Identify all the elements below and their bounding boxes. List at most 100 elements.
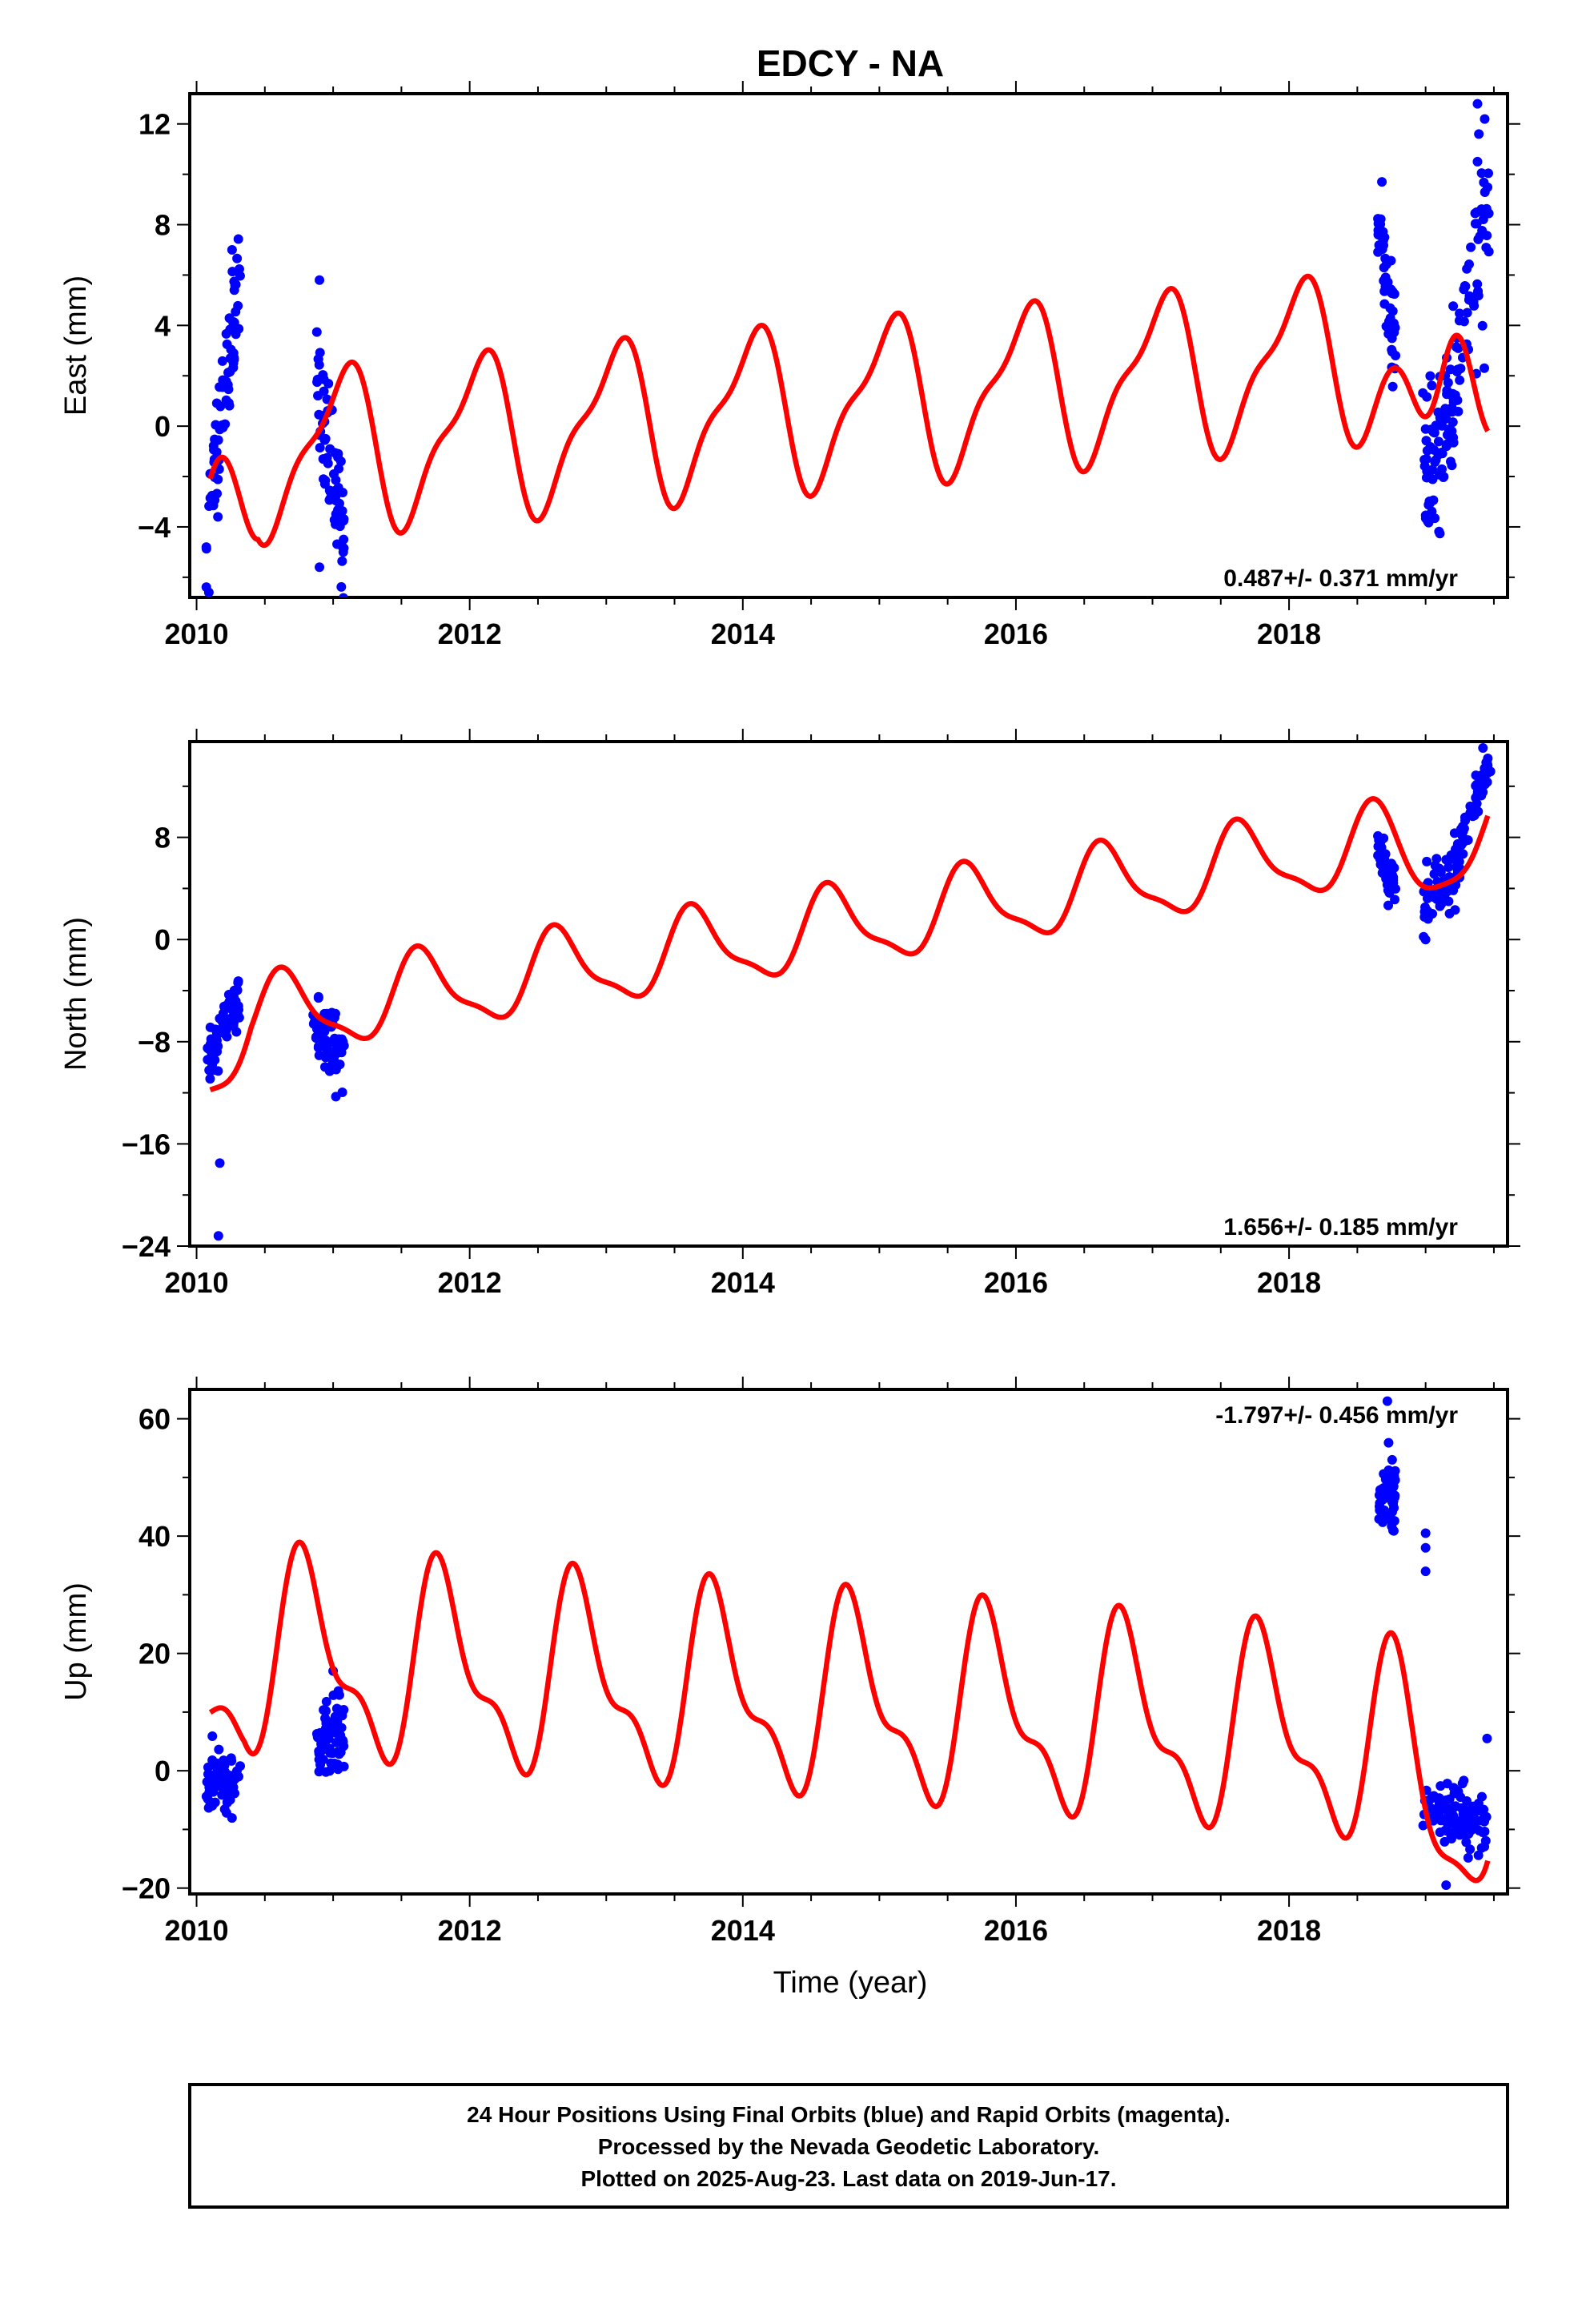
east-data-point (213, 512, 223, 522)
north-data-point (330, 1033, 340, 1043)
up-data-point (339, 1741, 349, 1751)
north-data-point (1390, 895, 1400, 905)
east-data-point (1442, 389, 1452, 400)
east-data-point (1434, 469, 1444, 480)
up-data-point (318, 1745, 328, 1755)
up-data-point (1420, 1542, 1431, 1553)
east-data-point (224, 400, 235, 411)
north-x-tick-label: 2018 (1257, 1266, 1321, 1299)
east-data-point (1387, 328, 1398, 339)
up-data-point (222, 1798, 232, 1808)
up-data-point (1448, 1783, 1459, 1793)
up-x-tick-label: 2010 (164, 1914, 228, 1947)
up-data-point (1480, 1835, 1491, 1846)
up-data-point (1457, 1779, 1468, 1789)
east-data-point (229, 355, 239, 365)
east-y-tick-label: −4 (138, 511, 171, 544)
east-data-point (1480, 363, 1490, 373)
east-model-curve (207, 273, 1491, 549)
north-data-point (234, 1004, 244, 1015)
north-data-point (331, 1092, 341, 1102)
east-data-point (1447, 417, 1458, 428)
up-data-point (1476, 1805, 1486, 1815)
up-data-point (1476, 1791, 1487, 1802)
east-data-point (313, 354, 323, 364)
east-y-tick-label: 8 (155, 209, 171, 242)
up-data-point (1418, 1820, 1428, 1831)
east-data-point (203, 587, 214, 597)
up-data-point (203, 1762, 213, 1772)
east-data-point (1454, 316, 1464, 326)
up-data-point (1382, 1396, 1392, 1406)
east-data-point (1484, 247, 1494, 257)
up-data-point (214, 1744, 224, 1755)
north-data-point (213, 1041, 223, 1051)
east-data-point (211, 398, 222, 408)
up-data-point (207, 1731, 218, 1742)
up-data-point (1375, 1502, 1385, 1512)
up-data-point (1375, 1489, 1385, 1499)
east-data-point (1475, 231, 1485, 242)
east-data-point (319, 386, 329, 396)
up-data-point (207, 1755, 218, 1766)
north-data-point (1444, 908, 1455, 919)
up-y-axis-label: Up (mm) (59, 1582, 93, 1701)
up-data-point (1473, 1815, 1484, 1826)
north-data-point (231, 1027, 242, 1037)
north-data-point (1375, 836, 1386, 846)
north-data-point (215, 1158, 225, 1168)
north-data-point (1480, 771, 1490, 782)
up-y-tick-label: 40 (139, 1520, 171, 1553)
footer-line-3: Plotted on 2025-Aug-23. Last data on 201… (580, 2166, 1116, 2191)
up-data-point (203, 1803, 214, 1813)
east-data-point (339, 516, 349, 526)
north-data-point (1383, 900, 1394, 911)
north-data-point (319, 1008, 330, 1019)
north-data-point (234, 1012, 244, 1023)
east-data-point (233, 300, 243, 311)
east-data-point (1478, 207, 1488, 218)
east-data-point (324, 485, 335, 496)
east-data-point (312, 374, 323, 384)
east-data-point (1464, 259, 1474, 270)
east-data-point (1459, 284, 1469, 295)
east-data-point (1482, 231, 1492, 241)
east-data-point (1379, 263, 1389, 273)
east-data-point (1473, 291, 1484, 301)
north-x-tick-label: 2010 (164, 1266, 228, 1299)
east-data-point (1483, 168, 1493, 179)
north-y-axis-label: North (mm) (59, 917, 93, 1071)
up-data-point (1420, 1528, 1431, 1538)
east-data-point (224, 313, 235, 324)
east-data-points (201, 99, 1494, 597)
up-rate-label: -1.797+/- 0.456 mm/yr (1215, 1402, 1458, 1429)
east-data-point (1453, 406, 1464, 416)
north-data-point (203, 1055, 213, 1065)
east-data-point (210, 434, 220, 444)
east-data-point (1472, 99, 1483, 109)
east-data-point (1426, 424, 1436, 435)
up-data-point (1387, 1469, 1398, 1479)
north-data-point (331, 1064, 341, 1075)
up-data-point (210, 1797, 220, 1807)
east-data-point (213, 474, 223, 485)
east-data-point (1477, 320, 1488, 331)
up-data-point (321, 1718, 331, 1728)
north-y-tick-label: −24 (122, 1230, 171, 1263)
up-data-point (1463, 1852, 1473, 1863)
east-data-point (227, 244, 237, 255)
north-data-point (333, 1043, 343, 1054)
up-data-point (1387, 1454, 1397, 1465)
north-data-point (313, 991, 323, 1002)
east-data-point (1427, 380, 1437, 391)
figure-title: EDCY - NA (757, 42, 944, 84)
up-y-tick-label: 60 (139, 1403, 171, 1436)
up-y-tick-label: 20 (139, 1638, 171, 1671)
north-data-point (1443, 862, 1454, 873)
east-rate-label: 0.487+/- 0.371 mm/yr (1223, 565, 1458, 592)
east-data-point (1437, 420, 1447, 431)
east-data-point (1474, 129, 1484, 139)
east-data-point (1379, 275, 1389, 286)
north-data-point (1455, 849, 1465, 859)
east-data-point (1448, 301, 1459, 312)
